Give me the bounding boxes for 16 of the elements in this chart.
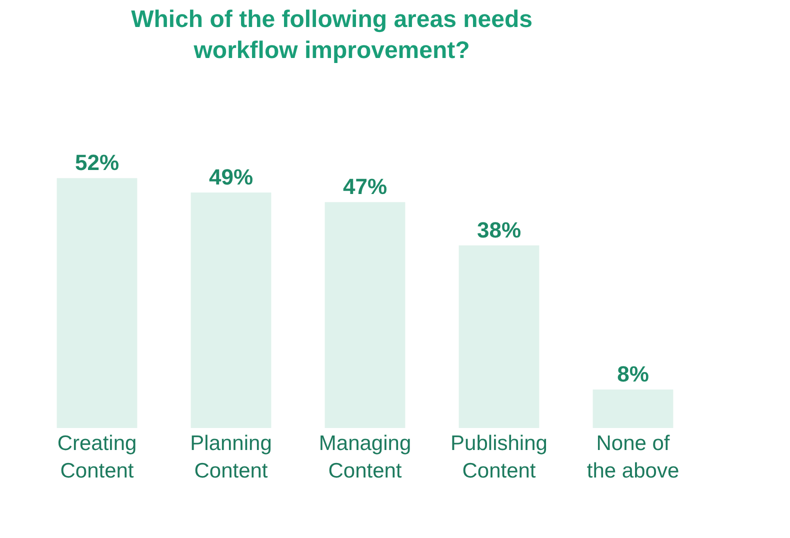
- data-label: 38%: [476, 217, 522, 242]
- x-tick-label: Managing Content: [318, 432, 412, 482]
- x-tick-label: Publishing Content: [450, 432, 548, 482]
- data-label: 8%: [617, 362, 649, 387]
- data-label: 47%: [342, 174, 388, 200]
- bar: [56, 178, 138, 428]
- x-tick-label: Planning Content: [190, 432, 272, 482]
- bar: [592, 390, 674, 428]
- bar: [190, 192, 272, 428]
- chart-title: Which of the following areas needs workflow improvement?: [131, 6, 532, 64]
- x-tick-label: Creating Content: [57, 432, 137, 482]
- data-label: 49%: [208, 164, 254, 190]
- data-label: 52%: [74, 150, 120, 176]
- bar: [458, 245, 540, 428]
- x-tick-label: None of the above: [586, 432, 680, 482]
- bar: [324, 202, 406, 428]
